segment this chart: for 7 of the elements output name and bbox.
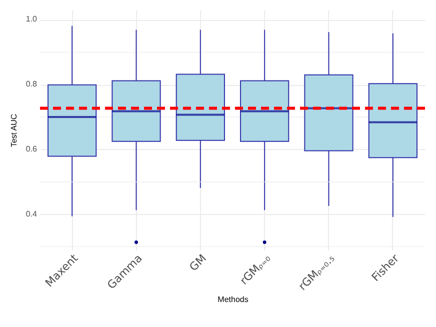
x-tick-label: GM: [186, 252, 209, 274]
x-axis-title: Methods: [218, 295, 248, 304]
y-tick-label: 0.6: [26, 144, 38, 154]
y-tick-label: 0.8: [26, 80, 38, 89]
y-tick-label: 1.0: [26, 14, 38, 24]
y-tick-label: 0.4: [26, 209, 38, 218]
y-axis-title: Test AUC: [10, 114, 18, 148]
